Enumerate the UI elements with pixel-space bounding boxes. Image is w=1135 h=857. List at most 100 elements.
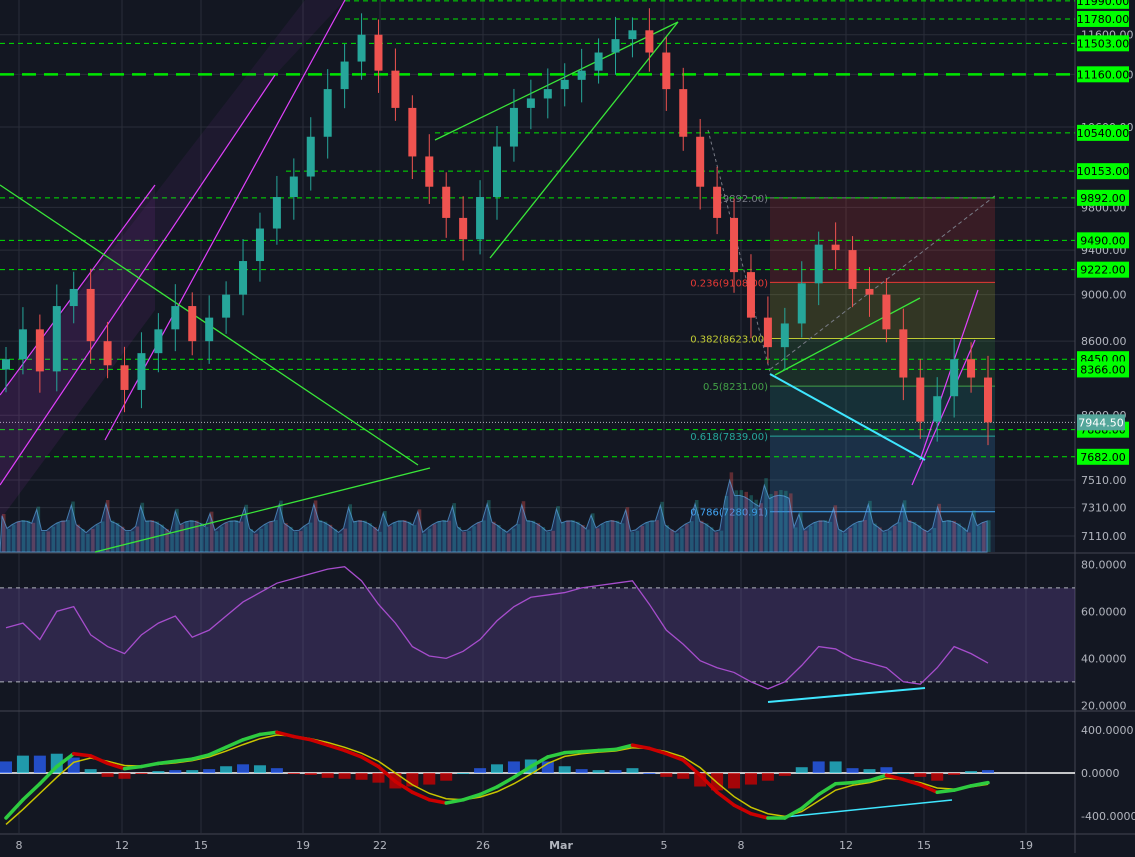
candle-body <box>86 288 95 342</box>
volume-bar <box>348 504 352 552</box>
rsi-band-fill <box>0 587 1075 682</box>
time-axis-tick-label: 15 <box>917 839 931 852</box>
volume-bar <box>546 532 550 552</box>
time-axis-tick-label: 5 <box>661 839 668 852</box>
last-price-tag <box>1077 414 1125 431</box>
volume-bar <box>195 520 199 552</box>
volume-bar <box>432 524 437 552</box>
volume-bar <box>566 520 570 552</box>
macd-line-segment <box>664 751 685 762</box>
candle-body <box>374 34 383 71</box>
volume-bar <box>823 520 828 552</box>
volume-bar <box>883 532 887 552</box>
candle-body <box>899 329 908 378</box>
candle-body <box>730 217 739 273</box>
candle-body <box>916 377 925 422</box>
volume-bar <box>759 503 763 552</box>
rsi-axis-tick-label: 80.0000 <box>1081 558 1127 571</box>
volume-bar <box>952 520 956 552</box>
macd-histogram-bar <box>474 768 487 773</box>
candle-body <box>171 306 180 330</box>
macd-histogram-bar <box>423 773 436 785</box>
volume-bar <box>576 521 580 552</box>
candle-body <box>340 61 349 90</box>
trend-channel-line <box>911 339 976 486</box>
volume-bar <box>180 524 184 552</box>
level-price-tag-text: 11780.00 <box>1077 13 1130 26</box>
volume-bar <box>487 500 491 552</box>
level-price-tag <box>1077 261 1129 278</box>
macd-histogram-bar <box>16 755 29 773</box>
fib-level-label: 0.236(9108.00) <box>690 278 768 289</box>
volume-bar <box>388 526 392 552</box>
volume-bar <box>457 527 461 552</box>
macd-line-segment <box>359 755 381 769</box>
volume-bar <box>596 528 600 552</box>
volume-bar <box>91 528 95 552</box>
candle-body <box>543 89 552 99</box>
time-axis-tick-label: 19 <box>1019 839 1033 852</box>
downtrend-line <box>769 373 926 461</box>
candle-body <box>357 34 366 62</box>
volume-bar <box>96 524 100 552</box>
volume-bar <box>150 520 154 552</box>
volume-bar <box>794 527 798 552</box>
volume-bar <box>818 520 823 552</box>
volume-bar <box>66 520 70 552</box>
volume-bar <box>299 531 303 552</box>
macd-histogram-bar <box>355 773 368 780</box>
candle-body <box>865 288 874 295</box>
volume-bar <box>774 491 778 552</box>
rsi-axis-tick-label: 20.0000 <box>1081 699 1127 712</box>
volume-bar <box>833 505 838 552</box>
macd-line-segment <box>918 783 939 795</box>
macd-line-segment <box>427 798 448 805</box>
macd-line-segment <box>681 758 702 777</box>
macd-axis-tick-label: 0.0000 <box>1081 767 1120 780</box>
macd-line-segment <box>156 759 178 766</box>
volume-bar <box>160 524 164 552</box>
macd-line-segment <box>71 751 93 758</box>
level-price-tag <box>1077 0 1129 9</box>
macd-histogram-bar <box>948 773 961 775</box>
macd-histogram-bar <box>931 773 944 781</box>
volume-bar <box>6 528 11 552</box>
macd-line-segment <box>393 779 415 795</box>
candle-body <box>255 228 264 262</box>
macd-histogram-bar <box>609 770 622 773</box>
time-axis-tick-label: 26 <box>476 839 490 852</box>
macd-histogram-bar <box>880 767 893 773</box>
volume-bar <box>987 520 991 552</box>
volume-bar <box>56 522 60 552</box>
candle-body <box>476 197 485 240</box>
volume-bar <box>368 523 372 552</box>
volume-bar <box>897 522 902 552</box>
macd-axis-tick-label: -400.0000 <box>1081 810 1135 823</box>
volume-bar <box>699 520 704 552</box>
volume-bar <box>328 524 333 552</box>
macd-line-segment <box>495 775 516 789</box>
volume-bar <box>739 490 744 552</box>
fib-trend-line <box>769 195 996 370</box>
macd-histogram-bar <box>372 773 385 783</box>
volume-bar <box>190 520 194 552</box>
candle-body <box>493 146 501 198</box>
macd-histogram-bar <box>507 761 520 773</box>
volume-bar <box>447 520 451 552</box>
macd-line-segment <box>732 803 753 816</box>
volume-bar <box>655 520 659 552</box>
volume-bar <box>932 527 937 552</box>
candle-body <box>154 329 163 354</box>
volume-bar <box>610 520 615 552</box>
macd-histogram-bar <box>778 773 791 776</box>
volume-bar <box>185 521 189 552</box>
candle-body <box>662 52 671 90</box>
volume-bar <box>620 523 625 552</box>
candle-body <box>984 377 992 423</box>
price-axis-tick-label: 7310.00 <box>1081 502 1127 515</box>
macd-histogram-bar <box>846 768 859 773</box>
volume-bar <box>680 528 684 552</box>
candle-body <box>222 294 231 318</box>
volume-bar <box>947 520 951 552</box>
